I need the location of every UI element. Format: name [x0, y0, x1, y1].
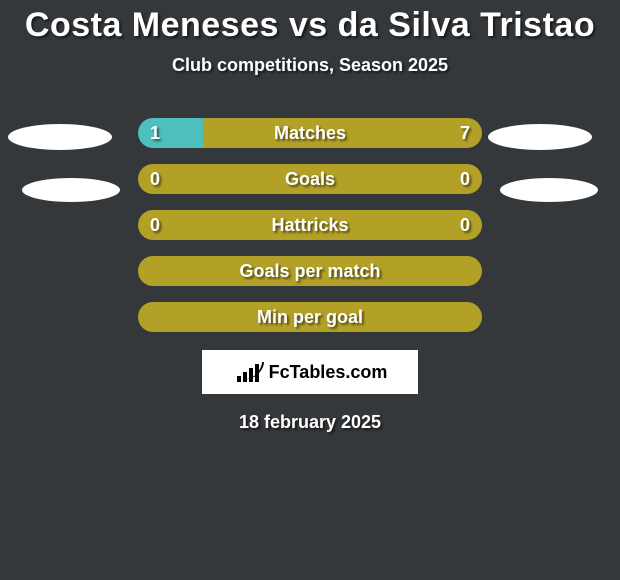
- stat-bar: Matches1 7: [138, 118, 482, 148]
- stat-bar: Goals0 0: [138, 164, 482, 194]
- subtitle: Club competitions, Season 2025: [0, 55, 620, 76]
- stat-label: Min per goal: [138, 302, 482, 332]
- left-player-oval-1: [22, 178, 120, 202]
- stat-label: Matches: [138, 118, 482, 148]
- stat-left-value: 0: [138, 210, 172, 240]
- stat-bar: Min per goal: [138, 302, 482, 332]
- stat-left-value: 1: [138, 118, 172, 148]
- stat-right-value: 7: [448, 118, 482, 148]
- stat-label: Hattricks: [138, 210, 482, 240]
- stat-label: Goals per match: [138, 256, 482, 286]
- date-label: 18 february 2025: [0, 412, 620, 433]
- right-player-oval-0: [488, 124, 592, 150]
- stat-row-goals-per-match: Goals per match: [138, 256, 482, 286]
- left-player-oval-0: [8, 124, 112, 150]
- stat-bars: Matches17Goals00Hattricks00Goals per mat…: [138, 118, 482, 332]
- stat-row-min-per-goal: Min per goal: [138, 302, 482, 332]
- stat-label: Goals: [138, 164, 482, 194]
- comparison-card: Costa Meneses vs da Silva Tristao Club c…: [0, 0, 620, 580]
- stat-left-value: 0: [138, 164, 172, 194]
- stat-right-value: 0: [448, 164, 482, 194]
- chart-icon: [233, 360, 263, 384]
- brand-logo-text: FcTables.com: [269, 362, 388, 383]
- stat-right-value: 0: [448, 210, 482, 240]
- stat-bar: Goals per match: [138, 256, 482, 286]
- brand-logo: FcTables.com: [202, 350, 418, 394]
- stat-row-goals: Goals0 0: [138, 164, 482, 194]
- stat-row-matches: Matches1 7: [138, 118, 482, 148]
- page-title: Costa Meneses vs da Silva Tristao: [0, 0, 620, 45]
- stat-row-hattricks: Hattricks0 0: [138, 210, 482, 240]
- stat-bar: Hattricks0 0: [138, 210, 482, 240]
- right-player-oval-1: [500, 178, 598, 202]
